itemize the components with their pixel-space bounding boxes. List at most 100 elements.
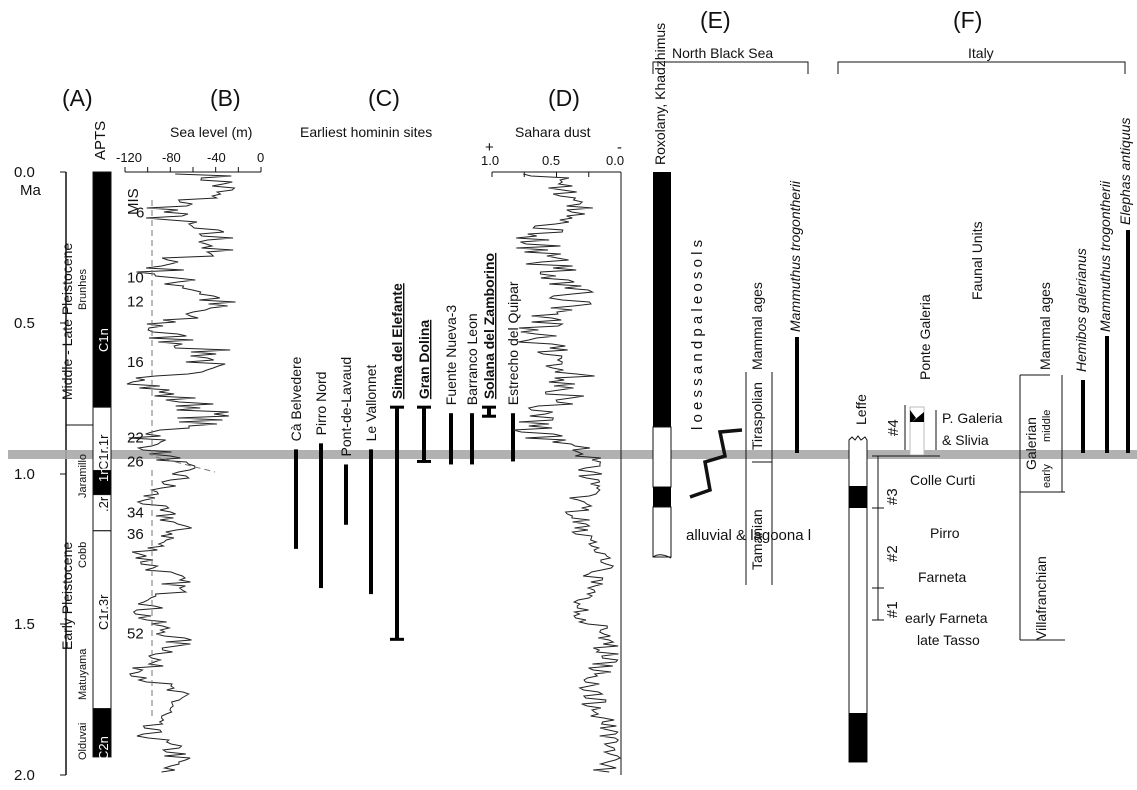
site-label: Estrecho del Quipar: [505, 281, 521, 405]
mis-label: MIS: [125, 188, 142, 215]
tick-label: 0.5: [14, 315, 35, 332]
subchron-c2n: C2n: [96, 736, 111, 760]
column-label: Roxolany, Khadzhimus: [652, 23, 668, 165]
galerian-label: Galerian: [1023, 417, 1039, 470]
mis-stage: 12: [127, 294, 144, 311]
panel-label-b: (B): [210, 85, 241, 111]
mis-stage: 34: [127, 505, 144, 522]
axis-unit: Ma: [20, 182, 41, 199]
site-range-bar: [422, 407, 426, 462]
tick-label: 1.0: [14, 466, 35, 483]
unit-3: #3: [884, 488, 901, 505]
unit-4: #4: [885, 419, 902, 436]
site-range-bar: [294, 449, 298, 549]
species-f-2: Elephas antiquus: [1117, 118, 1133, 225]
subchron-1n: 1n: [96, 468, 111, 482]
panel-f-italy: Italy Leffe Ponte Galeria #4 #3 #2 #1 Fa…: [837, 45, 1133, 763]
region-italy: Italy: [968, 45, 994, 61]
site-range-bar: [319, 443, 323, 589]
chron-brunhes: Brunhes: [77, 269, 89, 310]
leffe-label: Leffe: [853, 394, 869, 425]
mis-stage: 26: [127, 453, 144, 470]
tick-label: 0.0: [606, 153, 624, 168]
faunal-late-tasso: late Tasso: [917, 632, 980, 648]
dust-curve: [513, 173, 621, 773]
subchron-2r: .2r: [96, 496, 111, 512]
sealevel-curve: [126, 173, 236, 773]
galerian-middle: middle: [1041, 410, 1053, 442]
subchron-c1r3r: C1r.3r: [96, 594, 111, 630]
ponte-label: Ponte Galeria: [917, 294, 933, 380]
galerian-early: early: [1041, 464, 1053, 488]
panel-e-blacksea: North Black Sea Roxolany, Khadzhimus l o…: [652, 23, 811, 585]
subchron-c1n: C1n: [96, 328, 111, 352]
panel-label-d: (D): [548, 85, 580, 111]
species-f-1: Mammuthus trogontherii: [1097, 180, 1113, 332]
epoch-lower: Early Pleistocene: [59, 542, 75, 650]
polarity-column: [92, 171, 112, 758]
site-range-bar: [511, 413, 515, 462]
site-range-bar: [395, 407, 399, 640]
site-range-bar: [470, 413, 474, 465]
site-label: Pirro Nord: [313, 372, 329, 436]
region-black-sea: North Black Sea: [672, 45, 773, 61]
site-label: Fuente Nueva-3: [443, 305, 459, 406]
polarity-interval: [92, 171, 112, 408]
mis-stage: 52: [127, 625, 144, 642]
unit-1: #1: [884, 601, 901, 618]
time-axis: 0.0 Ma 0.5 1.0 1.5 2.0: [14, 164, 67, 784]
panel-b-sealevel: Sea level (m) -120 -80 -40 0 MIS 6 10 12 16…: [116, 124, 264, 773]
panel-a-polarity: Middle - Late Pleistocene Early Pleistoc…: [59, 121, 112, 760]
apts-label: APTS: [92, 121, 109, 160]
mammal-ages-e: Mammal ages: [749, 282, 765, 370]
mis-stage: 10: [127, 270, 144, 287]
site-label: Sima del Elefante: [389, 283, 405, 399]
chron-olduvai: Olduvai: [77, 723, 89, 760]
panel-label-c: (C): [368, 85, 400, 111]
highlight-band: [8, 450, 1137, 459]
site-label: Pont-de-Lavaud: [338, 357, 354, 457]
panel-d-dust: Sahara dust + - 1.0 0.5 0.0: [481, 124, 624, 775]
loess-label: l o e s s a n d p a l e o s o l s: [689, 240, 706, 430]
faunal-colle-curti: Colle Curti: [910, 472, 975, 488]
species-e: Mammuthus trogontherii: [787, 180, 803, 332]
site-label: Le Vallonnet: [363, 364, 379, 441]
mammal-ages-f: Mammal ages: [1037, 282, 1053, 370]
site-range-bar: [344, 464, 348, 525]
site-range-bar: [487, 407, 491, 417]
faunal-slivia: & Slivia: [942, 432, 989, 448]
sites-title: Earliest hominin sites: [300, 124, 432, 140]
mis-stage: 22: [127, 429, 144, 446]
dust-plus: +: [485, 139, 494, 156]
tick-label: 0: [257, 150, 264, 165]
site-label: Cà Belvedere: [288, 356, 304, 441]
panel-label-f: (F): [953, 7, 982, 33]
panel-label-a: (A): [62, 85, 93, 111]
chron-jaramillo: Jaramillo: [77, 454, 89, 498]
site-label: Solana del Zamborino: [481, 253, 497, 399]
tick-label: -120: [116, 150, 142, 165]
tick-label: 0.0: [14, 164, 35, 181]
polarity-interval: [92, 708, 112, 758]
tick-label: 1.5: [14, 616, 35, 633]
chron-matuyama: Matuyama: [77, 648, 89, 700]
tick-label: 1.0: [481, 153, 499, 168]
panel-label-e: (E): [700, 7, 731, 33]
panel-c-sites: Earliest hominin sites Cà Belvedere Pirro…: [288, 124, 521, 641]
site-label: Barranco Leon: [464, 313, 480, 405]
tiraspolian-label: Tiraspolian: [749, 382, 765, 450]
subchron-c1r1r: C1r.1r: [96, 434, 111, 470]
site-range-bar: [449, 413, 453, 465]
mis-stage: 16: [127, 354, 144, 371]
tick-label: -80: [162, 150, 181, 165]
faunal-early-farneta: early Farneta: [905, 610, 988, 626]
faunal-pirro: Pirro: [930, 525, 960, 541]
tamanian-label: Tamanian: [749, 509, 765, 570]
mis-stage: 36: [127, 526, 144, 543]
faunal-farneta: Farneta: [918, 569, 966, 585]
faunal-title: Faunal Units: [969, 221, 985, 300]
chron-cobb: Cobb: [77, 542, 89, 568]
mis-stage: 6: [136, 205, 144, 222]
tick-label: 0.5: [542, 153, 560, 168]
